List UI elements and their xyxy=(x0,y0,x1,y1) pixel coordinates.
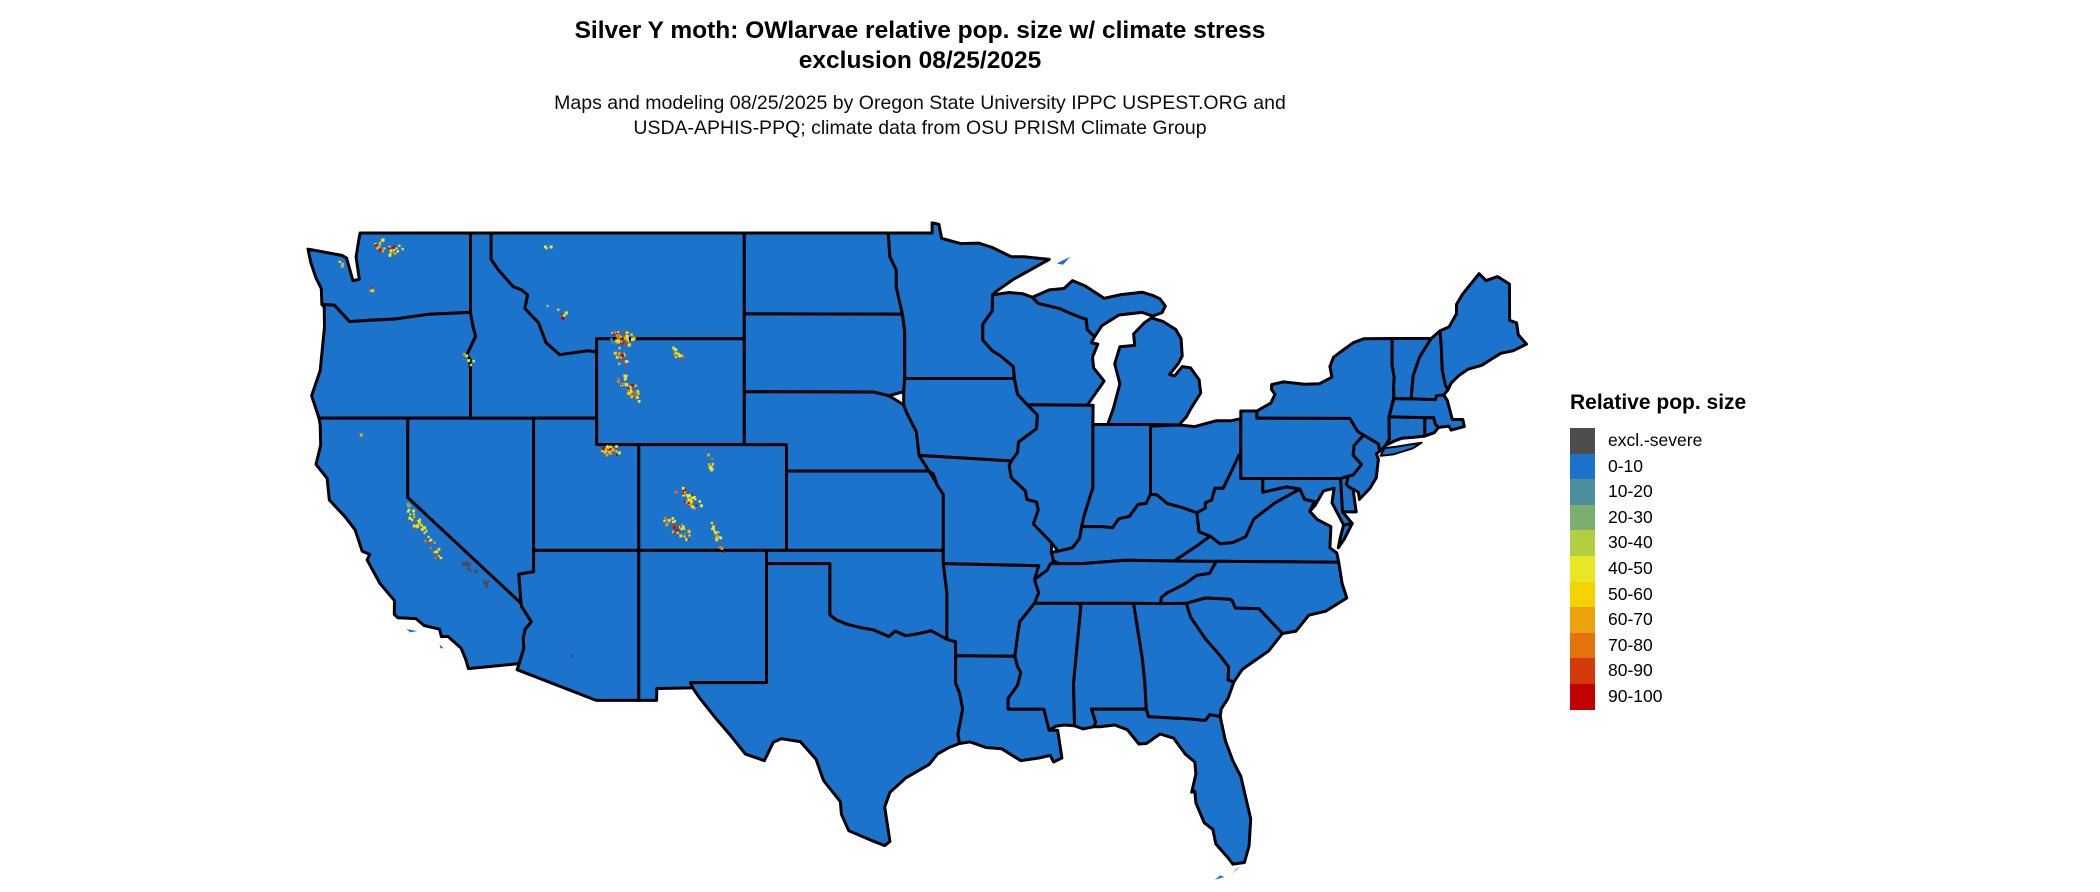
state-south-carolina xyxy=(1184,596,1284,684)
legend-label-1: 0-10 xyxy=(1608,455,1644,476)
state-kansas xyxy=(785,469,945,552)
state-north-dakota xyxy=(742,231,904,316)
islands-layer xyxy=(406,256,1423,880)
legend-row-2: 10-20 xyxy=(1570,479,1820,505)
legend-swatch-9 xyxy=(1570,658,1595,684)
hotspot-wind-river xyxy=(617,374,641,403)
hotspot-beartooth-teal xyxy=(610,337,618,344)
legend-swatch-2 xyxy=(1570,479,1595,505)
legend-row-1: 0-10 xyxy=(1570,453,1820,480)
hotspot-co-sawatch xyxy=(674,486,703,510)
island-isle-royale xyxy=(1056,256,1071,265)
legend-label-2: 10-20 xyxy=(1608,481,1653,502)
legend-row-0: excl.-severe xyxy=(1570,428,1820,454)
legend-row-10: 90-100 xyxy=(1570,683,1820,710)
legend-label-3: 20-30 xyxy=(1608,506,1653,527)
map-credits: Maps and modeling 08/25/2025 by Oregon S… xyxy=(0,91,1840,141)
hotspot-mt-shasta-dot xyxy=(359,433,363,437)
legend-rows: excl.-severe 0-10 10-20 20-30 30-40 40-50 50-6… xyxy=(1570,428,1820,710)
hotspot-wa-north-cascades xyxy=(374,238,404,257)
hotspot-co-front-range xyxy=(707,453,715,472)
legend-row-8: 70-80 xyxy=(1570,632,1820,659)
hotspot-mt-rockies xyxy=(546,304,568,320)
island-florida-keys-east xyxy=(1231,866,1241,874)
island-florida-keys-west xyxy=(1214,875,1225,880)
hotspot-mt-glacier xyxy=(544,245,553,250)
states-layer xyxy=(306,221,1528,866)
hotspot-or-wallowa xyxy=(463,353,475,367)
state-pennsylvania xyxy=(1239,409,1366,480)
state-maine xyxy=(1438,272,1528,392)
legend-row-4: 30-40 xyxy=(1570,530,1820,556)
hotspot-death-valley-excl-2 xyxy=(483,579,490,588)
legend-row-5: 40-50 xyxy=(1570,555,1820,582)
island-channel-islands-north xyxy=(406,629,418,633)
legend: Relative pop. size excl.-severe 0-10 10-20… xyxy=(1570,390,1820,710)
legend-swatch-7 xyxy=(1570,607,1595,633)
state-texas xyxy=(689,562,965,848)
legend-label-7: 60-70 xyxy=(1608,609,1653,630)
legend-label-8: 70-80 xyxy=(1608,634,1653,655)
state-colorado xyxy=(637,443,788,552)
legend-label-9: 80-90 xyxy=(1608,660,1653,681)
hotspot-death-valley-excl xyxy=(461,561,479,573)
hotspot-speckles xyxy=(338,238,726,658)
hotspot-absaroka xyxy=(613,347,629,369)
header: Silver Y moth: OWlarvae relative pop. si… xyxy=(0,16,1840,141)
state-south-dakota xyxy=(742,312,907,398)
hotspot-az-dot xyxy=(570,654,574,658)
legend-swatch-3 xyxy=(1570,504,1595,531)
hotspot-wa-olympics xyxy=(338,260,344,268)
legend-label-10: 90-100 xyxy=(1608,685,1663,706)
map-title-line2: exclusion 08/25/2025 xyxy=(798,47,1042,74)
legend-swatch-1 xyxy=(1570,453,1595,480)
map-credits-line2: USDA-APHIS-PPQ; climate data from OSU PR… xyxy=(633,117,1207,139)
state-virginia-eastern-shore xyxy=(1336,521,1354,550)
legend-label-4: 30-40 xyxy=(1608,532,1653,553)
legend-swatch-5 xyxy=(1570,555,1595,582)
state-michigan-lower xyxy=(1106,316,1203,427)
hotspot-beartooth xyxy=(611,331,636,347)
state-michigan-upper xyxy=(1030,279,1167,339)
state-wisconsin xyxy=(981,291,1106,407)
hotspot-co-sangre-de-cristo xyxy=(710,521,726,553)
legend-swatch-4 xyxy=(1570,530,1595,556)
legend-swatch-10 xyxy=(1570,683,1595,710)
state-arizona xyxy=(515,548,641,702)
island-long-island xyxy=(1379,441,1423,457)
legend-swatch-0 xyxy=(1570,428,1595,454)
hotspot-sierra-nevada xyxy=(406,508,443,560)
legend-label-5: 40-50 xyxy=(1608,557,1653,578)
legend-swatch-6 xyxy=(1570,581,1595,608)
hotspot-bighorn xyxy=(672,346,685,360)
state-florida xyxy=(1089,707,1253,866)
state-connecticut xyxy=(1384,415,1427,447)
legend-label-6: 50-60 xyxy=(1608,583,1653,604)
legend-row-3: 20-30 xyxy=(1570,504,1820,531)
hotspot-wa-mt-rainier xyxy=(369,287,375,293)
map-title-line1: Silver Y moth: OWlarvae relative pop. si… xyxy=(574,17,1266,44)
state-maryland xyxy=(1261,477,1354,527)
legend-row-6: 50-60 xyxy=(1570,581,1820,608)
hotspot-co-san-juan xyxy=(663,516,691,542)
legend-title: Relative pop. size xyxy=(1570,391,1747,414)
map-credits-line1: Maps and modeling 08/25/2025 by Oregon S… xyxy=(554,92,1286,114)
hotspot-uinta xyxy=(601,445,621,457)
state-new-mexico xyxy=(637,548,768,702)
legend-row-9: 80-90 xyxy=(1570,658,1820,684)
legend-swatch-8 xyxy=(1570,632,1595,659)
state-oregon xyxy=(310,302,478,420)
island-santa-catalina xyxy=(439,644,444,649)
legend-row-7: 60-70 xyxy=(1570,607,1820,633)
state-new-york xyxy=(1255,337,1396,453)
legend-label-0: excl.-severe xyxy=(1608,430,1703,450)
hotspot-sierra-teal xyxy=(406,502,412,508)
